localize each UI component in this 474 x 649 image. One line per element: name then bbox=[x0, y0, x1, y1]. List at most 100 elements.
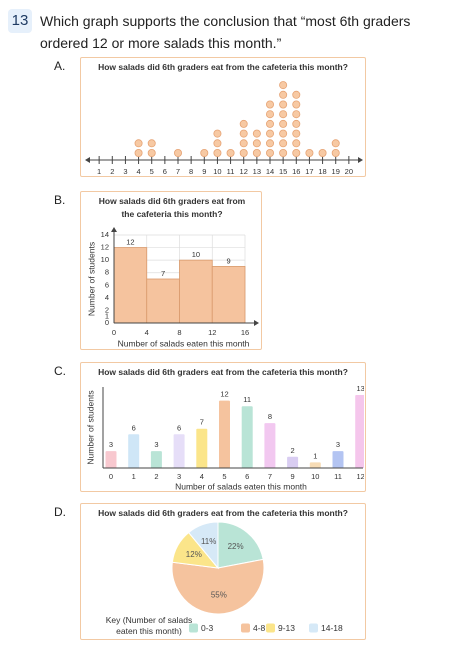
bar bbox=[264, 423, 276, 468]
y-tick-label: 14 bbox=[101, 230, 109, 239]
x-tick-label: 12 bbox=[240, 167, 248, 175]
bar bbox=[355, 395, 364, 468]
bar bbox=[173, 434, 185, 468]
bar bbox=[113, 247, 148, 324]
legend-title: Key (Number of salads eaten this month) bbox=[105, 615, 193, 636]
x-tick-label: 2 bbox=[110, 167, 114, 175]
axis-arrow bbox=[85, 157, 90, 163]
dot bbox=[279, 139, 288, 148]
bar bbox=[219, 400, 230, 468]
dot bbox=[305, 149, 314, 158]
legend-swatch bbox=[266, 623, 275, 633]
legend-swatch bbox=[189, 623, 198, 633]
x-tick-label: 6 bbox=[163, 167, 167, 175]
dot bbox=[147, 149, 156, 158]
x-tick-label: 10 bbox=[213, 167, 221, 175]
dot bbox=[279, 129, 288, 138]
dot bbox=[279, 119, 288, 128]
dot bbox=[226, 149, 235, 158]
x-tick-label: 4 bbox=[136, 167, 140, 175]
pie-slice bbox=[217, 521, 264, 569]
x-tick-label: 9 bbox=[202, 167, 206, 175]
chart: 1 2 3 4 5 6 7 8 9 10 11 12 13 14 15 16 17 18 19 20 bbox=[85, 81, 363, 175]
dot bbox=[252, 139, 261, 148]
y-tick-label: 12 bbox=[101, 243, 109, 252]
chart-card: How salads did 6th graders eat from the … bbox=[80, 57, 366, 177]
legend-label: 14-18 bbox=[321, 623, 343, 633]
question-number: 13 bbox=[8, 9, 32, 33]
data-label: 7 bbox=[200, 418, 204, 427]
data-label: 12 bbox=[220, 390, 228, 399]
x-tick-label: 1 bbox=[132, 472, 136, 481]
chart-title: How salads did 6th graders eat from the … bbox=[98, 196, 246, 219]
y-tick-label: 4 bbox=[105, 293, 109, 302]
bar bbox=[211, 266, 246, 324]
data-label: 2 bbox=[291, 446, 295, 455]
dot bbox=[174, 149, 183, 158]
dot bbox=[279, 110, 288, 119]
x-tick-label: 15 bbox=[279, 167, 287, 175]
chart-title: How salads did 6th graders eat from the … bbox=[98, 367, 348, 377]
data-label: 3 bbox=[109, 440, 113, 449]
bar bbox=[287, 456, 299, 468]
option-label: D. bbox=[54, 505, 66, 519]
x-tick-label: 5 bbox=[222, 472, 226, 481]
y-axis-label: Number of students bbox=[86, 242, 96, 316]
dot bbox=[265, 100, 274, 109]
dot bbox=[134, 149, 143, 158]
dot bbox=[239, 119, 248, 128]
x-tick-label: 13 bbox=[253, 167, 261, 175]
y-axis-label: Number of students bbox=[85, 390, 95, 464]
chart-title: How salads did 6th graders eat from the … bbox=[98, 508, 348, 518]
dot bbox=[239, 139, 248, 148]
x-tick-label: 6 bbox=[245, 472, 249, 481]
dot bbox=[265, 149, 274, 158]
x-tick-label: 2 bbox=[154, 472, 158, 481]
x-tick-label: 11 bbox=[227, 167, 235, 175]
dot bbox=[292, 119, 301, 128]
dot bbox=[213, 139, 222, 148]
data-label: 10 bbox=[192, 250, 200, 259]
dot bbox=[279, 149, 288, 158]
data-label: 3 bbox=[154, 440, 158, 449]
x-tick-label: 8 bbox=[177, 328, 181, 337]
x-tick-label: 0 bbox=[109, 472, 113, 481]
x-tick-label: 19 bbox=[332, 167, 340, 175]
pie-slice bbox=[187, 521, 219, 570]
dot bbox=[331, 149, 340, 158]
chart-title: How salads did 6th graders eat from the … bbox=[98, 62, 348, 72]
data-label: 55% bbox=[211, 591, 227, 600]
data-label: 12% bbox=[186, 550, 202, 559]
option-label: C. bbox=[54, 364, 66, 378]
dot bbox=[265, 129, 274, 138]
bar bbox=[150, 451, 162, 468]
x-tick-label: 4 bbox=[145, 328, 149, 337]
dot bbox=[265, 139, 274, 148]
x-tick-label: 16 bbox=[241, 328, 249, 337]
legend-label: 9-13 bbox=[278, 623, 295, 633]
data-label: 6 bbox=[132, 423, 136, 432]
x-axis-label: Number of salads eaten this month bbox=[118, 338, 250, 348]
data-label: 22% bbox=[228, 542, 244, 551]
dot bbox=[292, 90, 301, 99]
option-label: A. bbox=[54, 59, 66, 73]
y-tick-label: 10 bbox=[101, 255, 109, 264]
data-label: 6 bbox=[177, 423, 181, 432]
x-tick-label: 14 bbox=[266, 167, 274, 175]
bar bbox=[146, 278, 180, 324]
dot bbox=[292, 110, 301, 119]
y-tick-label: 1 bbox=[105, 312, 109, 321]
dot bbox=[292, 139, 301, 148]
dot bbox=[318, 149, 327, 158]
y-tick-label: 2 bbox=[105, 305, 109, 314]
dot bbox=[252, 129, 261, 138]
x-tick-label: 17 bbox=[305, 167, 313, 175]
dot bbox=[213, 129, 222, 138]
y-tick-label: 6 bbox=[105, 280, 109, 289]
pie-slice bbox=[171, 558, 265, 615]
dot bbox=[292, 100, 301, 109]
x-tick-label: 4 bbox=[200, 472, 204, 481]
dot bbox=[292, 149, 301, 158]
